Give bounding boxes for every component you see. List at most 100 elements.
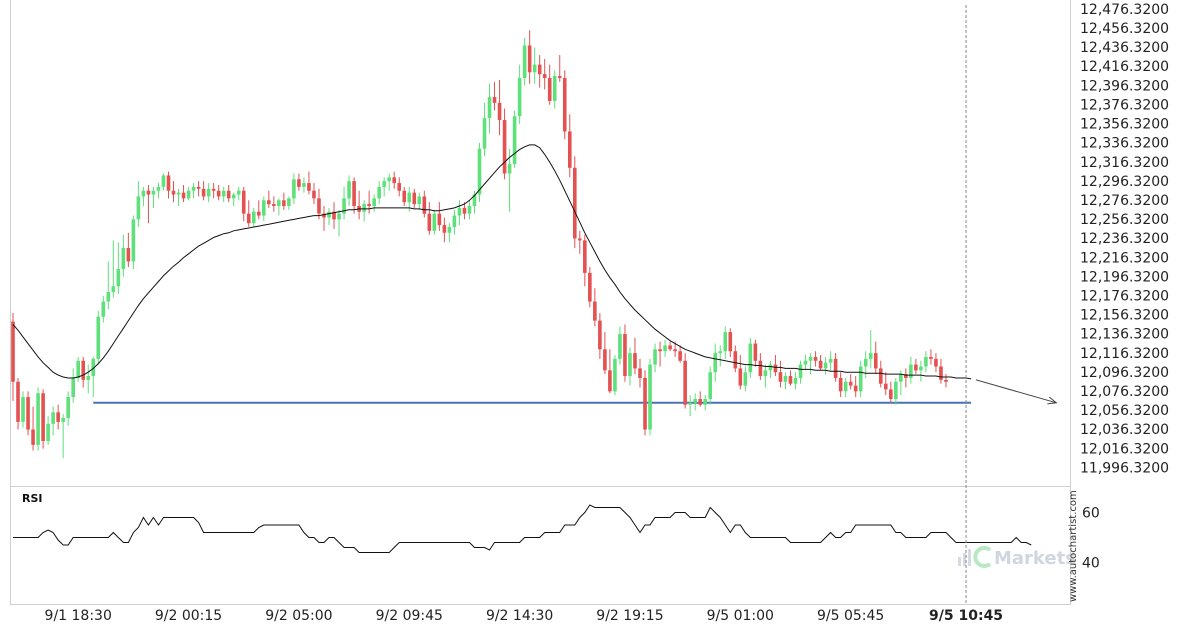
candle-bearish xyxy=(944,374,948,388)
candle-bullish xyxy=(688,395,692,417)
candle-body xyxy=(648,364,652,430)
candle-bearish xyxy=(312,183,316,205)
candle-bullish xyxy=(51,406,55,436)
candle-bullish xyxy=(798,360,803,384)
price-tick-label: 12,436.3200 xyxy=(1080,40,1169,56)
candle-body xyxy=(522,45,527,78)
candle-body xyxy=(899,374,903,382)
candle-bearish xyxy=(638,358,642,388)
candle-bullish xyxy=(743,366,748,392)
candle-bullish xyxy=(748,337,753,378)
candle-bearish xyxy=(211,183,216,199)
candle-body xyxy=(126,248,131,262)
candle-bullish xyxy=(482,102,487,157)
candle-body xyxy=(703,398,708,405)
price-tick-label: 12,116.3200 xyxy=(1080,346,1169,362)
candle-bearish xyxy=(738,355,743,390)
candle-bearish xyxy=(588,267,592,308)
candle-bearish xyxy=(397,177,402,197)
time-tick-label: 9/2 00:15 xyxy=(155,608,222,624)
candle-body xyxy=(422,196,427,214)
candle-bullish xyxy=(292,173,296,205)
candle-bearish xyxy=(11,312,15,401)
candle-body xyxy=(91,358,96,377)
candle-bullish xyxy=(808,353,813,375)
price-tick-label: 12,076.3200 xyxy=(1080,384,1169,400)
candle-body xyxy=(196,186,201,189)
candle-bullish xyxy=(76,356,81,382)
candle-bullish xyxy=(251,207,256,228)
candle-body xyxy=(342,198,346,214)
candle-bullish xyxy=(783,372,788,390)
candle-bearish xyxy=(733,345,738,373)
candle-body xyxy=(51,412,55,424)
candle-body xyxy=(914,364,918,371)
candle-bullish xyxy=(302,177,306,193)
candle-bearish xyxy=(683,353,687,409)
candle-body xyxy=(467,206,472,214)
candle-bullish xyxy=(61,414,65,459)
candle-bullish xyxy=(487,83,492,134)
candle-bullish xyxy=(708,366,713,405)
candle-body xyxy=(808,356,813,361)
candles xyxy=(11,30,948,459)
candle-bearish xyxy=(728,328,733,357)
candle-body xyxy=(362,204,366,212)
candle-bullish xyxy=(653,343,657,373)
candle-body xyxy=(106,291,111,302)
candle-bearish xyxy=(883,372,888,396)
candle-bearish xyxy=(603,332,607,375)
candle-body xyxy=(593,301,597,321)
candle-bearish xyxy=(241,186,246,222)
candle-bearish xyxy=(608,349,612,394)
candle-body xyxy=(858,366,863,392)
side-text: www.autochartist.com xyxy=(1068,490,1079,602)
time-tick-label: 9/2 05:00 xyxy=(265,608,332,624)
candle-bullish xyxy=(517,64,522,124)
candle-bullish xyxy=(71,368,75,403)
candle-body xyxy=(312,190,316,199)
candle-body xyxy=(447,227,452,233)
candle-body xyxy=(26,397,30,430)
candle-body xyxy=(512,116,517,164)
candle-body xyxy=(868,353,873,359)
candle-body xyxy=(613,358,617,392)
candle-body xyxy=(828,358,833,363)
candle-body xyxy=(583,240,587,273)
candle-bearish xyxy=(929,349,933,365)
candle-bearish xyxy=(658,341,662,367)
candle-body xyxy=(267,200,271,205)
candle-body xyxy=(21,397,25,422)
candle-body xyxy=(618,334,622,359)
candle-body xyxy=(412,192,417,205)
candle-body xyxy=(663,345,667,352)
candle-bearish xyxy=(593,288,597,327)
candle-bullish xyxy=(763,364,768,388)
candle-bearish xyxy=(216,184,221,201)
candle-bullish xyxy=(552,70,557,109)
candle-body xyxy=(211,188,216,191)
candle-bullish xyxy=(843,377,848,398)
candle-body xyxy=(221,190,226,197)
candle-bearish xyxy=(578,230,582,254)
candle-body xyxy=(156,186,161,191)
candle-body xyxy=(628,353,632,377)
candle-body xyxy=(392,177,397,184)
candle-bullish xyxy=(337,209,341,237)
candle-bullish xyxy=(96,311,101,365)
candle-bearish xyxy=(201,181,206,201)
candle-bullish xyxy=(141,186,146,207)
candle-bullish xyxy=(648,358,652,436)
candle-body xyxy=(161,175,166,187)
candle-body xyxy=(547,77,552,101)
candle-bullish xyxy=(327,207,331,226)
candle-bullish xyxy=(372,194,376,212)
candle-bearish xyxy=(437,202,442,231)
candle-bearish xyxy=(623,324,627,382)
price-tick-label: 12,276.3200 xyxy=(1080,193,1169,209)
candle-bullish xyxy=(206,183,211,203)
candle-bullish xyxy=(522,37,527,86)
candle-body xyxy=(407,192,412,203)
candle-bearish xyxy=(502,108,507,180)
candle-body xyxy=(417,196,422,205)
